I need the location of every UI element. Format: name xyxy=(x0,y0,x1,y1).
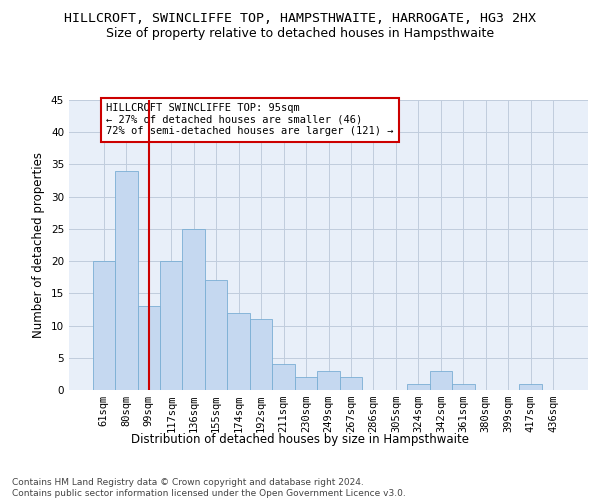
Bar xyxy=(227,312,250,390)
Bar xyxy=(160,261,182,390)
Text: HILLCROFT SWINCLIFFE TOP: 95sqm
← 27% of detached houses are smaller (46)
72% of: HILLCROFT SWINCLIFFE TOP: 95sqm ← 27% of… xyxy=(106,103,394,136)
Bar xyxy=(272,364,295,390)
Bar xyxy=(407,384,430,390)
Text: HILLCROFT, SWINCLIFFE TOP, HAMPSTHWAITE, HARROGATE, HG3 2HX: HILLCROFT, SWINCLIFFE TOP, HAMPSTHWAITE,… xyxy=(64,12,536,26)
Bar xyxy=(115,171,137,390)
Bar xyxy=(340,377,362,390)
Bar xyxy=(250,319,272,390)
Bar xyxy=(205,280,227,390)
Y-axis label: Number of detached properties: Number of detached properties xyxy=(32,152,46,338)
Bar xyxy=(92,261,115,390)
Text: Distribution of detached houses by size in Hampsthwaite: Distribution of detached houses by size … xyxy=(131,432,469,446)
Bar xyxy=(182,229,205,390)
Text: Contains HM Land Registry data © Crown copyright and database right 2024.
Contai: Contains HM Land Registry data © Crown c… xyxy=(12,478,406,498)
Bar xyxy=(137,306,160,390)
Bar xyxy=(295,377,317,390)
Bar xyxy=(317,370,340,390)
Bar xyxy=(520,384,542,390)
Bar xyxy=(452,384,475,390)
Text: Size of property relative to detached houses in Hampsthwaite: Size of property relative to detached ho… xyxy=(106,28,494,40)
Bar xyxy=(430,370,452,390)
